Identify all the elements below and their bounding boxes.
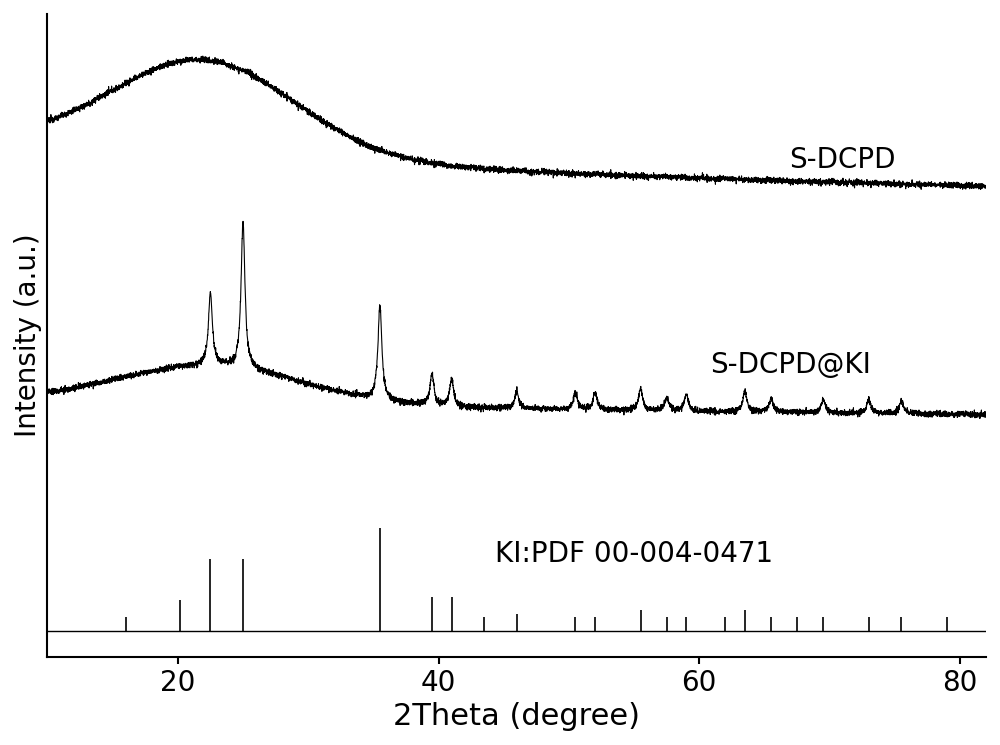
Text: S-DCPD: S-DCPD [789, 145, 896, 174]
Y-axis label: Intensity (a.u.): Intensity (a.u.) [14, 233, 42, 437]
Text: S-DCPD@KI: S-DCPD@KI [710, 352, 871, 379]
Text: KI:PDF 00-004-0471: KI:PDF 00-004-0471 [495, 540, 773, 568]
X-axis label: 2Theta (degree): 2Theta (degree) [393, 702, 640, 731]
